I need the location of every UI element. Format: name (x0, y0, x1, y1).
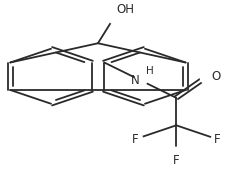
Text: F: F (214, 133, 220, 146)
Text: OH: OH (116, 3, 134, 16)
Text: F: F (173, 154, 180, 167)
Text: N: N (130, 74, 139, 87)
Text: O: O (211, 70, 220, 83)
Text: F: F (132, 133, 139, 146)
Text: H: H (146, 66, 153, 76)
